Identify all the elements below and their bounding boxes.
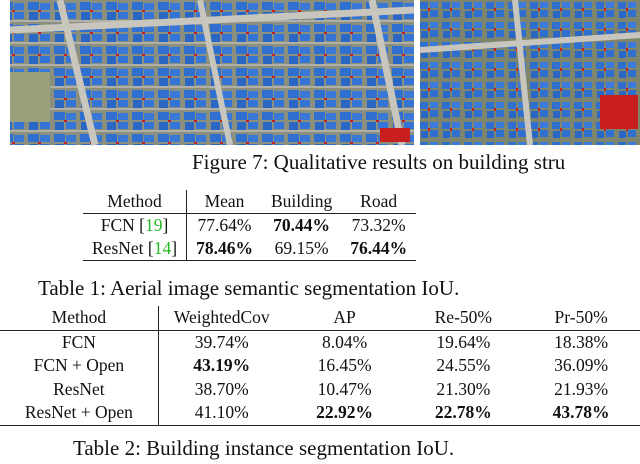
ap-cell: 22.92% [284, 401, 405, 426]
method-cell: FCN [19] [83, 213, 188, 237]
weightedcov-cell: 41.10% [158, 401, 285, 426]
mean-cell: 78.46% [186, 237, 262, 261]
pr50-cell: 36.09% [554, 355, 609, 376]
col-method: Method [0, 306, 159, 331]
table-instance-segmentation: Method WeightedCov AP Re-50% Pr-50% FCN … [0, 306, 640, 426]
table-row: ResNet + Open 41.10% 22.92% 22.78% 43.78… [0, 401, 640, 426]
method-cell: ResNet [0, 377, 159, 401]
re50-cell: 21.30% [436, 378, 491, 399]
ap-cell: 16.45% [317, 355, 372, 376]
col-re50: Re-50% [404, 306, 523, 331]
table-semantic-segmentation: Method Mean Building Road FCN [19] 77.64… [83, 190, 417, 261]
ap-cell: 10.47% [317, 378, 372, 399]
table-row: ResNet 38.70% 10.47% 21.30% 21.93% [0, 377, 640, 401]
building-cell: 70.44% [273, 215, 330, 235]
pr50-cell: 43.78% [522, 401, 640, 426]
pr50-cell: 18.38% [554, 331, 609, 352]
col-method: Method [83, 190, 188, 214]
col-mean: Mean [186, 190, 262, 214]
table1-caption: Table 1: Aerial image semantic segmentat… [38, 276, 460, 300]
result-panel-right [419, 0, 640, 146]
col-pr50: Pr-50% [522, 306, 640, 331]
col-road: Road [341, 190, 417, 214]
method-cell: ResNet + Open [0, 401, 159, 426]
table-row: FCN [19] 77.64% 70.44% 73.32% [83, 213, 416, 237]
building-cell: 69.15% [261, 237, 342, 261]
table2-caption: Table 2: Building instance segmentation … [73, 436, 455, 460]
weightedcov-cell: 38.70% [194, 378, 249, 399]
aerial-result-images [9, 0, 640, 146]
ap-cell: 8.04% [321, 331, 368, 352]
weightedcov-cell: 39.74% [194, 331, 249, 352]
re50-cell: 19.64% [436, 331, 491, 352]
re50-cell: 22.78% [404, 401, 523, 426]
col-weightedcov: WeightedCov [158, 306, 285, 331]
table-row: ResNet [14] 78.46% 69.15% 76.44% [83, 237, 417, 261]
method-cell: FCN [0, 330, 159, 354]
weightedcov-cell: 43.19% [193, 355, 251, 376]
col-ap: AP [284, 306, 405, 331]
mean-cell: 77.64% [197, 215, 252, 235]
re50-cell: 24.55% [436, 355, 491, 376]
pr50-cell: 21.93% [554, 378, 609, 399]
method-cell: ResNet [14] [83, 237, 188, 261]
road-cell: 76.44% [341, 237, 417, 261]
table-row: FCN + Open 43.19% 16.45% 24.55% 36.09% [0, 354, 640, 378]
road-cell: 73.32% [351, 215, 406, 235]
method-cell: FCN + Open [0, 354, 159, 378]
col-building: Building [261, 190, 342, 214]
citation-link[interactable]: 14 [153, 238, 172, 258]
table-row: FCN 39.74% 8.04% 19.64% 18.38% [0, 330, 640, 354]
result-panel-left [9, 0, 415, 146]
figure-caption: Figure 7: Qualitative results on buildin… [192, 150, 566, 174]
citation-link[interactable]: 19 [144, 215, 163, 235]
